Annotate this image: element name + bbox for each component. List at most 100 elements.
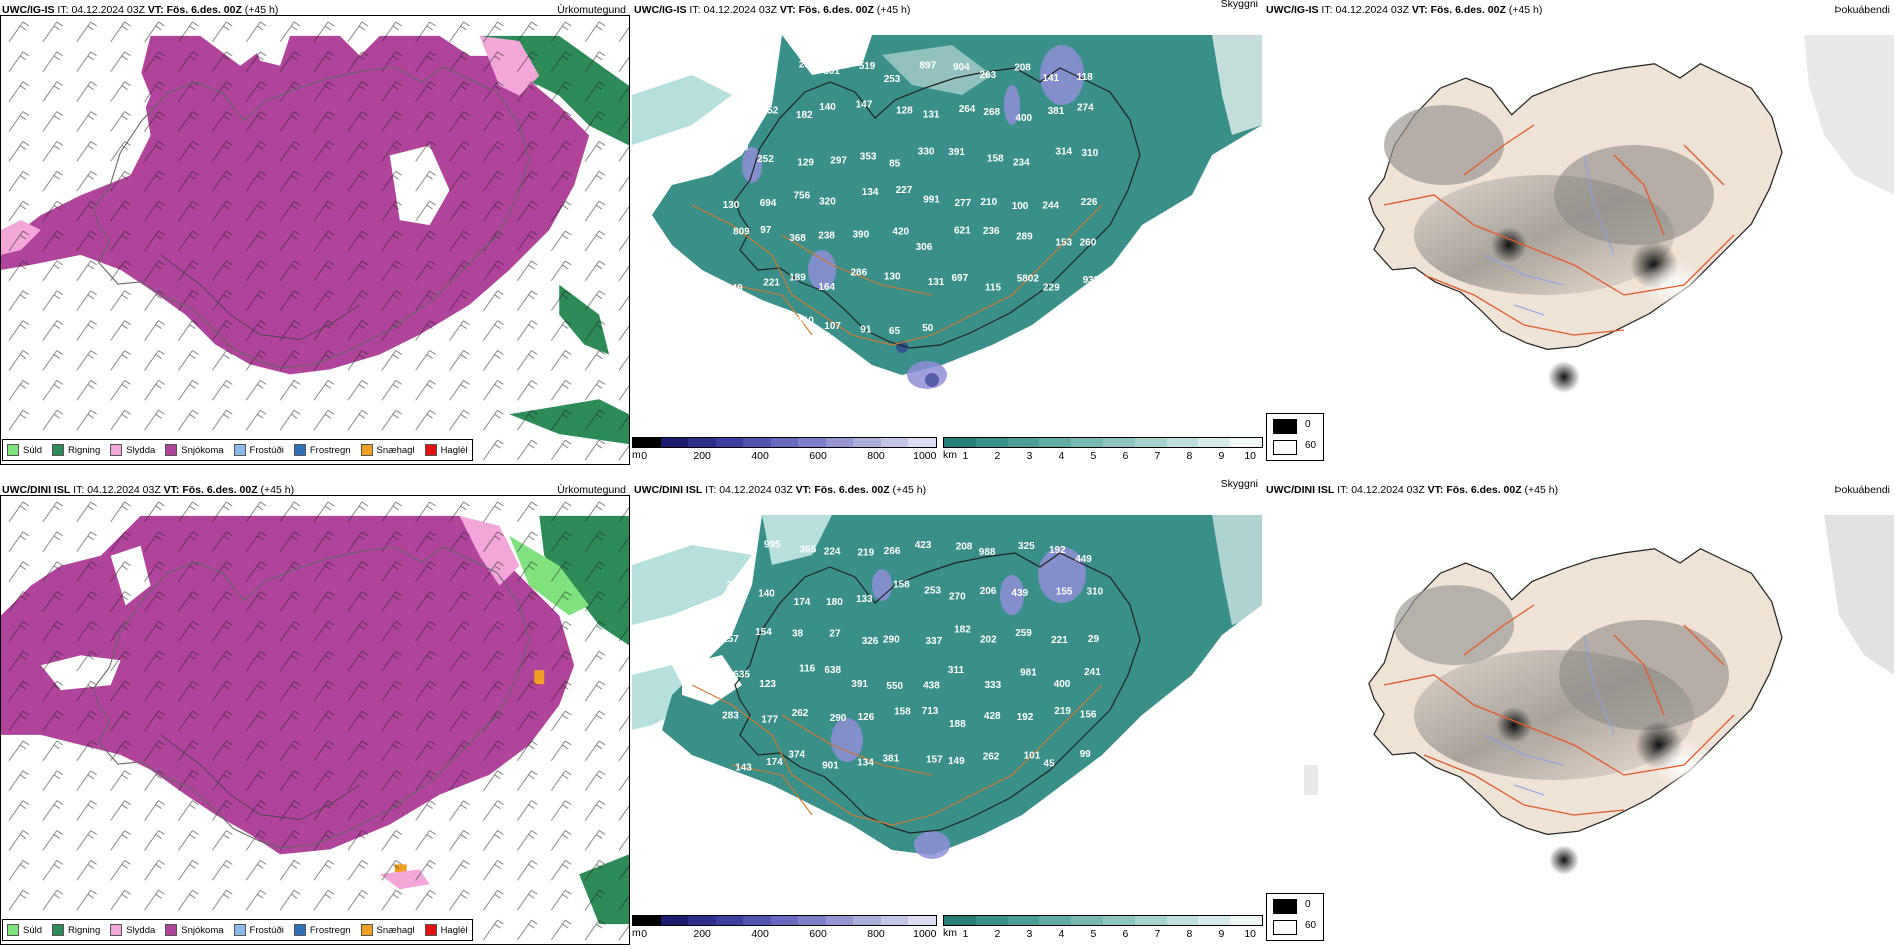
ceiling-label: 400 [1054,679,1071,690]
valid-time: VT: Fös. 6.des. 00Z [1427,484,1522,496]
ceiling-label: 208 [956,541,973,552]
ceiling-label: 550 [886,681,903,692]
ceiling-label: 45 [1043,759,1055,770]
ceiling-label: 192 [1017,712,1034,723]
ceiling-label: 157 [722,634,739,645]
tick-label: 800 [867,928,885,940]
ceiling-label: 697 [952,273,969,284]
ceiling-label: 249 [726,283,743,294]
legend-swatch [293,924,306,936]
colorbar-bar [943,437,1263,448]
ceiling-label: 92 [735,796,747,807]
panel-header: UWC/DINI ISL IT: 04.12.2024 03Z VT: Fös.… [634,478,1260,500]
tick-label: 1000 [913,450,937,462]
legend-item: Rigning [52,444,100,456]
colorbar-unit: m [632,449,641,461]
model-name: UWC/IG-IS [1266,4,1319,16]
visibility-panel-top: UWC/IG-IS IT: 04.12.2024 03Z VT: Fös. 6.… [632,0,1262,465]
legend-swatch [52,444,65,456]
fog-legend-label: 0 [1305,899,1311,910]
colorbar-unit: km [943,449,957,461]
legend-item: Snæhagl [360,924,415,936]
colorbar-ticks: 0 200 400 600 800 1000 [632,450,937,464]
tick-label: 400 [751,450,769,462]
ceiling-label: 756 [794,191,811,202]
init-time-prefix: IT: [73,484,85,496]
tick-label: 0 [641,928,648,940]
ceiling-label: 306 [916,242,933,253]
legend-label: Rigning [68,924,101,936]
tick-label: 5 [1090,928,1097,940]
ceiling-label: 177 [761,714,778,725]
ceiling-label: 244 [1042,201,1059,212]
tick-label: 10 [1244,450,1257,462]
ceiling-label: 995 [764,539,781,550]
ceiling-label: 188 [949,719,966,730]
ceiling-label: 262 [983,751,1000,762]
fog-map [1264,35,1894,430]
fog-legend-top: 0 60 [1266,413,1324,461]
ceiling-label: 311 [948,665,965,676]
tick-label: 1000 [913,928,937,940]
lead-time: (+45 h) [876,4,911,16]
init-time: 04.12.2024 03Z [703,4,777,16]
legend-item: Snjókoma [165,924,224,936]
ceiling-label: 259 [1015,628,1032,639]
valid-time: VT: Fös. 6.des. 00Z [779,4,874,16]
ceiling-label: 279 [732,143,749,154]
ceiling-label: 325 [1018,541,1035,552]
ceiling-label: 154 [755,627,772,638]
legend-item: Súld [7,924,42,936]
ceiling-label: 5802 [1017,274,1040,285]
legend-item: Snæhagl [360,444,415,456]
legend-label: Haglél [440,444,468,456]
ceiling-label: 301 [823,66,840,77]
panel-title: Úrkomutegund [557,484,626,496]
ceiling-label: 130 [723,200,740,211]
init-time-prefix: IT: [1337,484,1349,496]
legend-item: Frostúði [233,444,284,456]
ceiling-label: 126 [858,712,875,723]
ceiling-label: 29 [1088,634,1100,645]
ceiling-label: 182 [954,625,971,636]
init-time: 04.12.2024 03Z [1351,484,1425,496]
panel-title: Þokuábendi [1834,484,1890,496]
legend-item: Slydda [110,924,155,936]
visibility-map: 965 302 257 301 519 253 897 904 263 208 141 118 115 1… [632,35,1262,430]
legend-item: Haglél [424,924,468,936]
fog-panel-top: UWC/IG-IS IT: 04.12.2024 03Z VT: Fös. 6.… [1264,0,1894,465]
legend-label: Slydda [126,444,156,456]
panel-header: UWC/DINI ISL IT: 04.12.2024 03Z VT: Fös.… [1266,484,1892,500]
ceiling-label: 302 [755,64,772,75]
ceiling-label: 991 [923,195,940,206]
ceiling-label: 266 [884,546,901,557]
tick-label: 5 [1090,450,1097,462]
legend-label: Snæhagl [376,924,415,936]
legend-label: Súld [23,444,43,456]
init-time-prefix: IT: [1321,4,1333,16]
ceiling-label: 101 [1024,750,1041,761]
tick-label: 3 [1026,928,1033,940]
valid-time: VT: Fös. 6.des. 00Z [147,4,242,16]
ceiling-label: 236 [983,226,1000,237]
tick-label: 10 [1244,928,1257,940]
ceiling-colorbar-top: m 0 200 400 600 800 1000 [632,437,937,467]
legend-swatch [233,444,246,456]
panel-title: Þokuábendi [1834,4,1890,16]
panel-header: UWC/IG-IS IT: 04.12.2024 03Z VT: Fös. 6.… [634,0,1260,20]
legend-label: Snjókoma [181,444,224,456]
legend-swatch [293,444,306,456]
init-time: 04.12.2024 03Z [87,484,161,496]
panel-title: Skyggni [1220,0,1258,10]
ceiling-label: 219 [1054,706,1071,717]
ceiling-label: 152 [762,105,779,116]
ceiling-label: 27 [829,628,841,639]
visibility-colorbar-bottom: km 1 2 3 4 5 6 7 8 9 10 [943,915,1263,945]
ceiling-label: 130 [884,272,901,283]
ceiling-label: 310 [1087,586,1104,597]
legend-swatch [360,444,373,456]
fog-swatch-dark [1273,419,1297,434]
ceiling-label: 277 [955,198,972,209]
ceiling-label: 314 [1055,147,1072,158]
ceiling-label: 202 [980,634,997,645]
